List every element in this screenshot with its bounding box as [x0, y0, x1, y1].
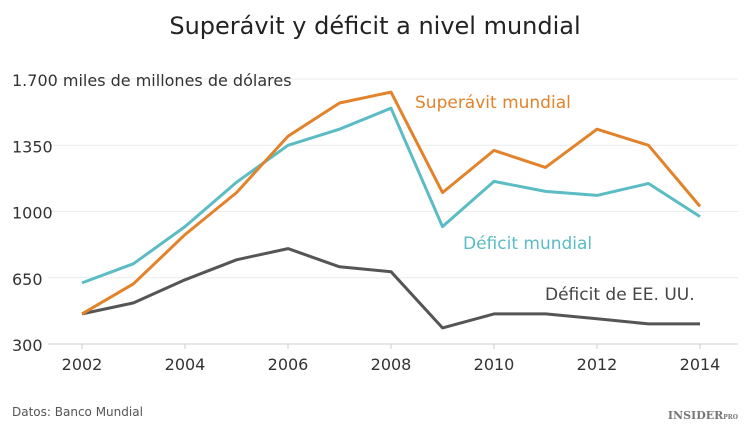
series-line-superavit-mundial — [81, 90, 702, 316]
legend-label-deficit-mundial: Déficit mundial — [463, 234, 592, 254]
x-tick-label: 2012 — [577, 355, 618, 374]
source-note: Datos: Banco Mundial — [12, 405, 143, 419]
x-tick-label: 2002 — [62, 355, 103, 374]
legend-label-superavit: Superávit mundial — [415, 93, 571, 113]
y-tick-label: 1350 — [12, 137, 53, 156]
x-tick-label: 2004 — [165, 355, 206, 374]
y-tick-label: 1000 — [12, 204, 53, 223]
x-tick-label: 2008 — [371, 355, 412, 374]
x-tick-label: 2010 — [474, 355, 515, 374]
series-line-deficit-mundial — [81, 106, 701, 285]
x-tick-label: 2014 — [680, 355, 721, 374]
chart-title: Superávit y déficit a nivel mundial — [169, 12, 580, 40]
insider-pro-logo: INSIDERPRO — [668, 409, 738, 422]
x-tick-label: 2006 — [268, 355, 309, 374]
legend-label-deficit-eeuu: Déficit de EE. UU. — [545, 285, 695, 305]
y-tick-label: 650 — [12, 270, 43, 289]
y-tick-label: 1.700 miles de millones de dólares — [12, 71, 292, 90]
y-tick-label: 300 — [12, 336, 43, 355]
